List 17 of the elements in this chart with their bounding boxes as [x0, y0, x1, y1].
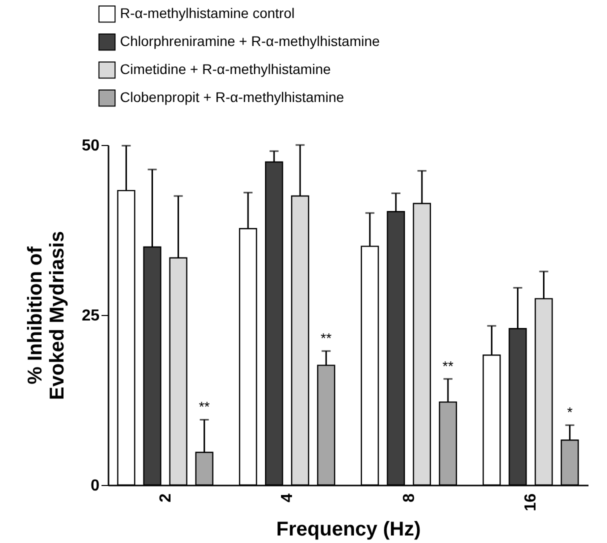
y-tick-label: 50: [82, 138, 100, 154]
x-tick-label: 16: [522, 493, 540, 512]
y-axis-title: % Inhibition of Evoked Mydriasis: [24, 231, 69, 400]
y-tick-label: 0: [90, 478, 100, 494]
legend-label: Cimetidine + R-α-methylhistamine: [120, 61, 331, 77]
annotation: **: [198, 398, 210, 415]
x-tick-label: 2: [157, 493, 174, 502]
x-tick-label: 4: [279, 493, 296, 502]
annotation: **: [320, 330, 332, 346]
legend-label: R-α-methylhistamine control: [120, 5, 295, 21]
legend-label: Clobenpropit + R-α-methylhistamine: [120, 89, 344, 105]
annotation: *: [567, 404, 574, 420]
y-tick-label: 25: [82, 308, 100, 324]
x-axis-title: Frequency (Hz): [276, 518, 421, 540]
annotation: **: [442, 358, 454, 374]
x-tick-label: 8: [400, 493, 418, 502]
legend-label: Chlorphreniramine + R-α-methylhistamine: [120, 33, 380, 49]
